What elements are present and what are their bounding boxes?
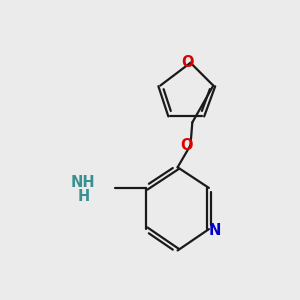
- Text: NH: NH: [71, 175, 95, 190]
- Text: N: N: [208, 224, 221, 238]
- Text: O: O: [180, 138, 192, 153]
- Text: O: O: [181, 55, 194, 70]
- Text: H: H: [77, 188, 89, 203]
